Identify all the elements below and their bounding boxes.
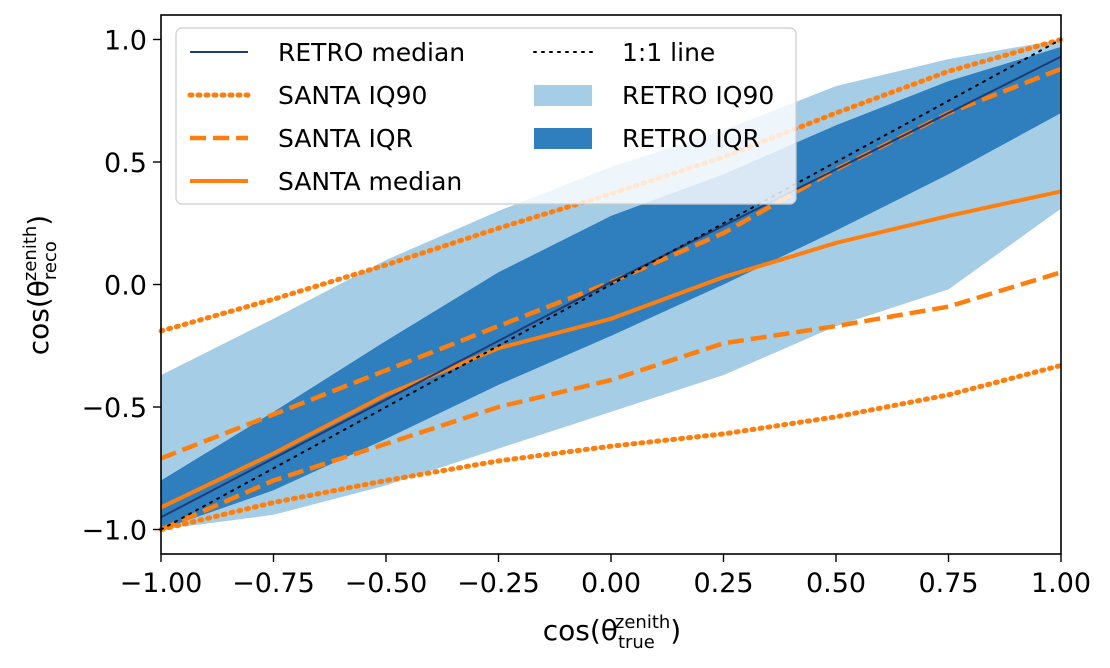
- x-tick-label: −0.50: [345, 568, 428, 599]
- legend-label: RETRO IQ90: [622, 81, 774, 110]
- legend-entry-retro-iqr: RETRO IQR: [534, 124, 760, 153]
- y-tick-label: 0.0: [104, 271, 147, 302]
- x-tick-label: 0.25: [693, 568, 753, 599]
- x-label-sub: true: [618, 632, 655, 653]
- legend-swatch: [534, 85, 592, 106]
- y-axis-label-group: cos(θrecozenith): [20, 215, 61, 356]
- y-label-base: cos(θ: [22, 280, 55, 355]
- legend-label: RETRO IQR: [622, 124, 760, 153]
- x-tick-label: −1.00: [120, 568, 203, 599]
- y-axis-label: cos(θrecozenith): [20, 215, 61, 356]
- x-axis-ticks: −1.00 −0.75 −0.50 −0.25 0.00 0.25 0.50 0.75 1.00: [120, 554, 1091, 599]
- legend-label: SANTA median: [278, 167, 462, 196]
- legend-label: 1:1 line: [622, 38, 715, 67]
- legend-entry-retro-iq90: RETRO IQ90: [534, 81, 774, 110]
- x-label-base: cos(θ: [543, 614, 618, 647]
- x-tick-label: 1.00: [1031, 568, 1091, 599]
- y-tick-label: 0.5: [104, 148, 147, 179]
- y-axis-ticks: −1.0 −0.5 0.0 0.5 1.0: [81, 26, 161, 547]
- legend-label: SANTA IQR: [278, 124, 413, 153]
- legend-entry-retro-median: RETRO median: [190, 38, 465, 67]
- legend-entry-santa-iqr: SANTA IQR: [190, 124, 413, 153]
- y-label-close: ): [22, 215, 55, 226]
- series-santa-iq90-lower: [158, 362, 1064, 532]
- x-tick-label: 0.00: [581, 568, 641, 599]
- series-retro-median: [160, 55, 1062, 519]
- plot-area: [158, 37, 1064, 532]
- legend-entry-santa-iq90: SANTA IQ90: [187, 81, 427, 110]
- x-axis-label: cos(θtruezenith): [543, 612, 681, 653]
- legend-label: RETRO median: [278, 38, 465, 67]
- legend-entry-1-1-line: 1:1 line: [533, 38, 715, 67]
- y-tick-label: −1.0: [81, 516, 147, 547]
- x-label-sup: zenith: [615, 612, 670, 633]
- legend-label: SANTA IQ90: [278, 81, 427, 110]
- legend-box: [175, 27, 797, 205]
- series-santa-iqr-lower: [160, 270, 1062, 532]
- y-label-sup: zenith: [20, 226, 41, 281]
- legend: RETRO median SANTA IQ90 SANTA IQR SANTA med…: [175, 27, 797, 205]
- y-label-sub: reco: [40, 241, 61, 280]
- x-tick-label: 0.75: [918, 568, 978, 599]
- x-label-close: ): [670, 614, 681, 647]
- series-1-1-line: [160, 38, 1062, 531]
- x-tick-label: 0.50: [806, 568, 866, 599]
- y-tick-label: −0.5: [81, 393, 147, 424]
- y-tick-label: 1.0: [104, 26, 147, 57]
- series-santa-median: [160, 189, 1062, 510]
- x-tick-label: −0.25: [457, 568, 540, 599]
- legend-items: RETRO median SANTA IQ90 SANTA IQR SANTA med…: [187, 38, 774, 196]
- x-tick-label: −0.75: [232, 568, 315, 599]
- legend-entry-santa-median: SANTA median: [190, 167, 462, 196]
- legend-swatch: [534, 128, 592, 149]
